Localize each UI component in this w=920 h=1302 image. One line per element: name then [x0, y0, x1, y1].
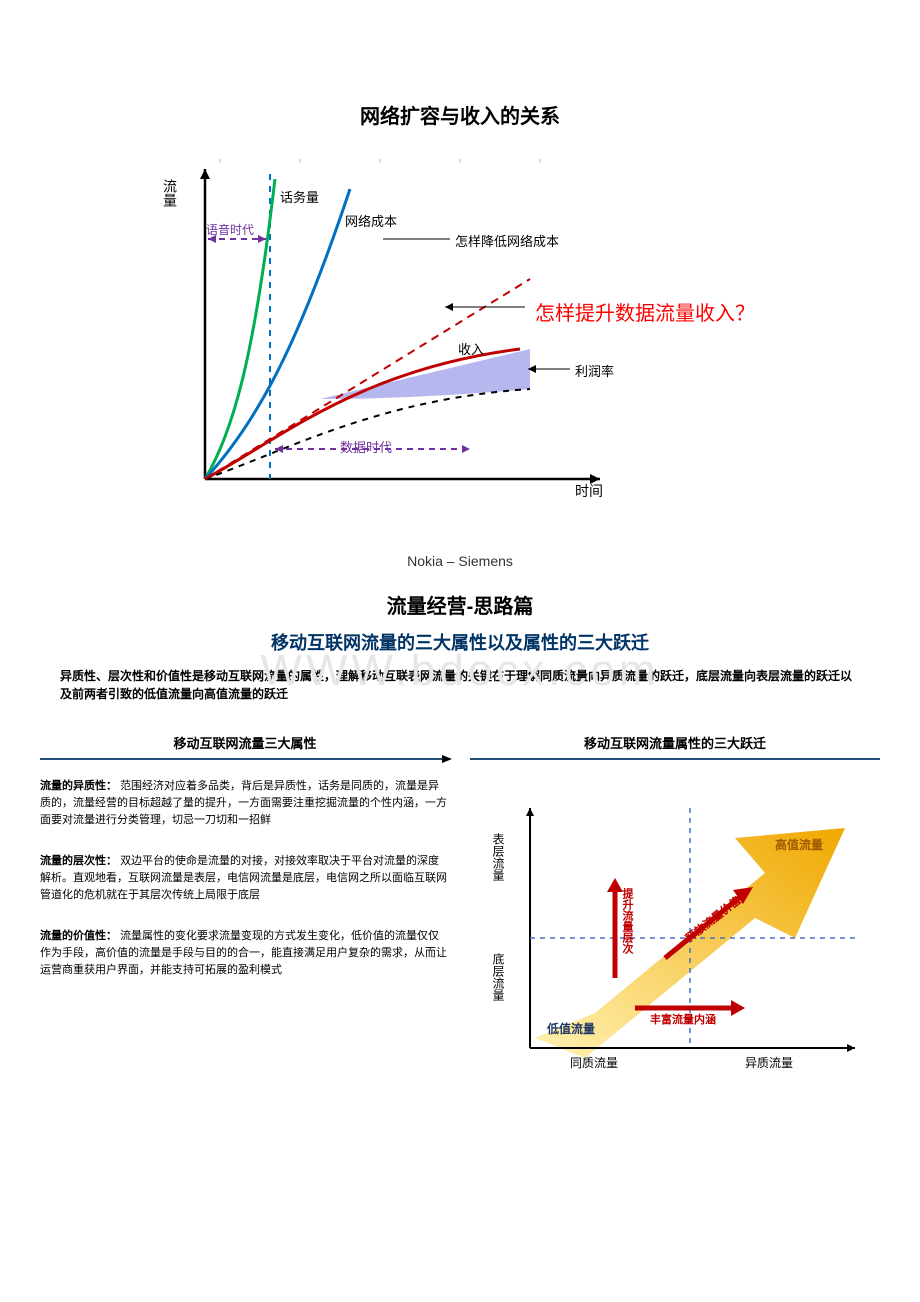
label-traffic: 话务量 [280, 187, 319, 206]
label-voice-era: 语音时代 [206, 221, 254, 238]
y-bot-label: 底层流量 [490, 953, 507, 1001]
right-column: 移动互联网流量属性的三大跃迁 [470, 733, 880, 1078]
section1-title: 网络扩容与收入的关系 [0, 100, 920, 129]
left-col-underline [40, 758, 450, 760]
axes [200, 169, 600, 484]
y-axis-label: 流量 [160, 179, 180, 207]
chart-network-revenue: 流量 时间 话务量 网络成本 怎样降低网络成本 怎样提升数据流量收入？ 收入 利… [100, 149, 820, 549]
attr-layer: 流量的层次性： 双边平台的使命是流量的对接，对接效率取决于平台对流量的深度解析。… [40, 853, 450, 904]
left-col-title: 移动互联网流量三大属性 [40, 733, 450, 752]
y-top-label: 表层流量 [490, 833, 507, 881]
section2-desc: 异质性、层次性和价值性是移动互联网流量的属性，理解移动互联表网流量的关键在于理解… [60, 667, 860, 703]
section-traffic-attributes: 流量经营-思路篇 移动互联网流量的三大属性以及属性的三大跃迁 WWW.bdocx… [0, 590, 920, 1078]
quadrant-svg [475, 778, 875, 1078]
label-q-revenue: 怎样提升数据流量收入？ [535, 297, 755, 326]
quadrant-chart: 表层流量 底层流量 同质流量 异质流量 低值流量 高值流量 提升流量层次 释放流… [475, 778, 875, 1078]
section2-title: 流量经营-思路篇 [0, 590, 920, 619]
x-left-label: 同质流量 [570, 1054, 618, 1071]
red1-label: 提升流量层次 [619, 888, 635, 954]
red3-label: 丰富流量内涵 [650, 1011, 716, 1027]
chart1-caption: Nokia – Siemens [0, 553, 920, 569]
big-arrow-hi-label: 高值流量 [775, 836, 823, 853]
left-column: 移动互联网流量三大属性 流量的异质性： 范围经济对应着多品类，背后是异质性，话务… [40, 733, 450, 1078]
section2-subtitle: 移动互联网流量的三大属性以及属性的三大跃迁 [0, 629, 920, 655]
attr-value: 流量的价值性： 流量属性的变化要求流量变现的方式发生变化，低价值的流量仅仅作为手… [40, 928, 450, 979]
attr2-head: 流量的层次性： [40, 855, 117, 867]
label-data-era: 数据时代 [340, 437, 392, 456]
attr1-head: 流量的异质性： [40, 780, 117, 792]
right-col-underline [470, 758, 880, 760]
chart1-svg [100, 149, 820, 509]
label-q-cost: 怎样降低网络成本 [455, 231, 559, 250]
label-revenue: 收入 [458, 339, 484, 358]
label-profit: 利润率 [575, 361, 614, 380]
x-axis-label: 时间 [575, 481, 603, 501]
big-arrow-lo-label: 低值流量 [547, 1020, 595, 1037]
label-cost: 网络成本 [345, 211, 397, 230]
attr-heterogeneity: 流量的异质性： 范围经济对应着多品类，背后是异质性，话务是同质的，流量是异质的，… [40, 778, 450, 829]
profit-wedge [320, 349, 530, 399]
series-profit-baseline [205, 389, 530, 479]
right-col-title: 移动互联网流量属性的三大跃迁 [470, 733, 880, 752]
x-right-label: 异质流量 [745, 1054, 793, 1071]
two-column-row: 移动互联网流量三大属性 流量的异质性： 范围经济对应着多品类，背后是异质性，话务… [40, 733, 880, 1078]
attr3-head: 流量的价值性： [40, 930, 117, 942]
section-network-revenue: 网络扩容与收入的关系 [0, 100, 920, 569]
